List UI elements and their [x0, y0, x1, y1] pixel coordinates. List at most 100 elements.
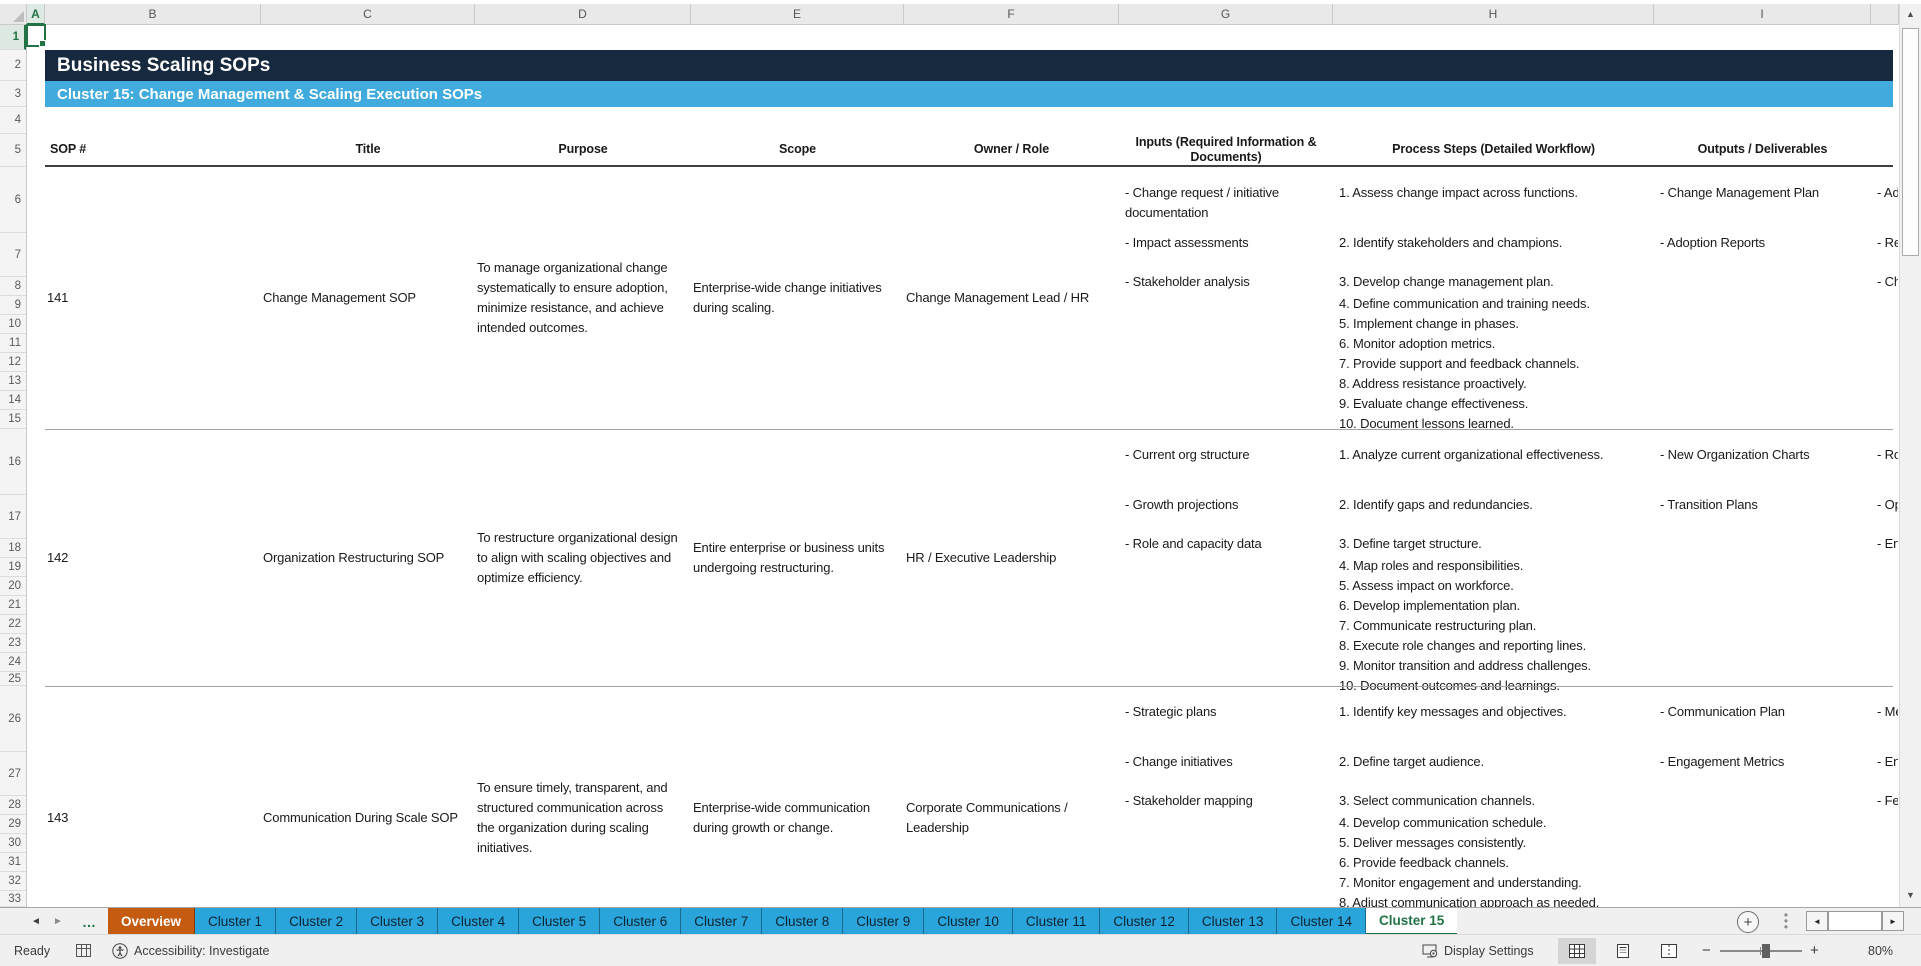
zoom-slider-track[interactable] — [1720, 950, 1802, 952]
column-header-c[interactable]: C — [261, 4, 475, 25]
tab-options-dots-icon[interactable]: • • • — [1783, 908, 1789, 934]
sheet-tab-cluster-4[interactable]: Cluster 4 — [438, 908, 520, 935]
table-header-cell[interactable]: Purpose — [558, 142, 608, 156]
cell-inputs-141-item[interactable]: - Change request / initiative documentat… — [1125, 185, 1279, 220]
sheet-tab-cluster-12[interactable]: Cluster 12 — [1100, 908, 1189, 935]
row-header-3[interactable]: 3 — [0, 81, 26, 107]
sheet-tab-cluster-13[interactable]: Cluster 13 — [1188, 908, 1278, 935]
cell-scope-143[interactable]: Enterprise-wide communication during gro… — [691, 686, 904, 907]
row-header-6[interactable]: 6 — [0, 167, 26, 233]
row-header-28[interactable]: 28 — [0, 796, 26, 815]
sheet-tab-cluster-5[interactable]: Cluster 5 — [519, 908, 601, 935]
select-all-corner[interactable] — [0, 4, 27, 25]
page-break-preview-button[interactable] — [1650, 938, 1688, 964]
cell-sop-142[interactable]: 142 — [45, 429, 261, 686]
cell-outputs-142-item[interactable]: - New Organization Charts — [1660, 447, 1810, 462]
cell-clipped-142-item[interactable]: - En — [1877, 536, 1898, 551]
row-header-2[interactable]: 2 — [0, 50, 26, 81]
column-header-d[interactable]: D — [475, 4, 691, 25]
cell-purpose-141[interactable]: To manage organizational change systemat… — [475, 167, 691, 429]
sheet-tab-cluster-14[interactable]: Cluster 14 — [1277, 908, 1366, 935]
row-header-29[interactable]: 29 — [0, 815, 26, 834]
more-tabs-button[interactable]: … — [82, 913, 96, 930]
cell-steps-143-item[interactable]: 8. Adjust communication approach as need… — [1339, 895, 1600, 907]
row-header-16[interactable]: 16 — [0, 429, 26, 495]
cell-outputs-141-item[interactable]: - Change Management Plan — [1660, 185, 1820, 200]
tab-scroll-right-icon[interactable]: ► — [53, 916, 63, 927]
row-header-18[interactable]: 18 — [0, 539, 26, 558]
cell-clipped-143-item[interactable]: - Fe — [1877, 793, 1898, 808]
sheet-tab-cluster-8[interactable]: Cluster 8 — [762, 908, 844, 935]
row-header-4[interactable]: 4 — [0, 107, 26, 134]
sheet-tab-cluster-10[interactable]: Cluster 10 — [924, 908, 1013, 935]
row-header-27[interactable]: 27 — [0, 752, 26, 796]
cell-inputs-141-item[interactable]: - Impact assessments — [1125, 235, 1249, 250]
cell-clipped-141-item[interactable]: - Ch — [1877, 274, 1898, 289]
cell-clipped-142-item[interactable]: - Ro — [1877, 447, 1898, 462]
zoom-level-button[interactable]: 80% — [1868, 935, 1893, 966]
row-header-5[interactable]: 5 — [0, 134, 26, 167]
cell-steps-141-item[interactable]: 8. Address resistance proactively. — [1339, 376, 1527, 391]
cell-sop-141[interactable]: 141 — [45, 167, 261, 429]
row-header-15[interactable]: 15 — [0, 410, 26, 429]
cell-steps-141-item[interactable]: 7. Provide support and feedback channels… — [1339, 356, 1580, 371]
hscroll-right-button[interactable]: ► — [1882, 911, 1904, 931]
cell-inputs-142-item[interactable]: - Current org structure — [1125, 447, 1250, 462]
table-header-cell[interactable]: Process Steps (Detailed Workflow) — [1392, 142, 1595, 156]
cell-owner-142[interactable]: HR / Executive Leadership — [904, 429, 1119, 686]
cell-steps-142-item[interactable]: 9. Monitor transition and address challe… — [1339, 658, 1591, 673]
cell-steps-141-item[interactable]: 6. Monitor adoption metrics. — [1339, 336, 1496, 351]
column-header-i[interactable]: I — [1654, 4, 1871, 25]
cell-purpose-143[interactable]: To ensure timely, transparent, and struc… — [475, 686, 691, 907]
cell-steps-141-item[interactable]: 1. Assess change impact across functions… — [1339, 185, 1578, 200]
cell-sop-143[interactable]: 143 — [45, 686, 261, 907]
row-header-7[interactable]: 7 — [0, 233, 26, 277]
cell-steps-142-item[interactable]: 3. Define target structure. — [1339, 536, 1482, 551]
table-header-cell[interactable]: Title — [355, 142, 381, 156]
cell-steps-142-item[interactable]: 1. Analyze current organizational effect… — [1339, 447, 1604, 462]
cell-inputs-143-item[interactable]: - Stakeholder mapping — [1125, 793, 1253, 808]
row-header-12[interactable]: 12 — [0, 353, 26, 372]
sheet-tab-cluster-3[interactable]: Cluster 3 — [357, 908, 439, 935]
cell-inputs-143-item[interactable]: - Strategic plans — [1125, 704, 1217, 719]
row-header-22[interactable]: 22 — [0, 615, 26, 634]
sheet-tab-cluster-1[interactable]: Cluster 1 — [195, 908, 277, 935]
cell-outputs-141-item[interactable]: - Adoption Reports — [1660, 235, 1765, 250]
cell-clipped-143-item[interactable]: - En — [1877, 754, 1898, 769]
cell-steps-143-item[interactable]: 2. Define target audience. — [1339, 754, 1484, 769]
zoom-slider-thumb[interactable] — [1762, 944, 1770, 958]
cell-steps-142-item[interactable]: 5. Assess impact on workforce. — [1339, 578, 1514, 593]
cell-clipped-141-item[interactable]: - Re — [1877, 235, 1898, 250]
row-header-19[interactable]: 19 — [0, 558, 26, 577]
scroll-down-icon[interactable]: ▼ — [1906, 890, 1915, 900]
sheet-tab-cluster-2[interactable]: Cluster 2 — [276, 908, 358, 935]
cell-title-141[interactable]: Change Management SOP — [261, 167, 475, 429]
cell-owner-143[interactable]: Corporate Communications / Leadership — [904, 686, 1119, 907]
macro-record-button[interactable] — [76, 935, 91, 966]
sheet-tab-overview[interactable]: Overview — [108, 908, 196, 935]
cell-inputs-142-item[interactable]: - Role and capacity data — [1125, 536, 1262, 551]
cell-steps-141-item[interactable]: 5. Implement change in phases. — [1339, 316, 1519, 331]
cell-steps-142-item[interactable]: 4. Map roles and responsibilities. — [1339, 558, 1524, 573]
row-header-30[interactable]: 30 — [0, 834, 26, 853]
column-header-partial[interactable] — [1871, 4, 1899, 25]
sheet-tab-cluster-6[interactable]: Cluster 6 — [600, 908, 682, 935]
hscroll-left-button[interactable]: ◄ — [1806, 911, 1828, 931]
cell-steps-142-item[interactable]: 8. Execute role changes and reporting li… — [1339, 638, 1587, 653]
cell-outputs-143-item[interactable]: - Communication Plan — [1660, 704, 1785, 719]
cell-purpose-142[interactable]: To restructure organizational design to … — [475, 429, 691, 686]
vertical-scrollbar-thumb[interactable] — [1902, 28, 1919, 256]
cell-scope-141[interactable]: Enterprise-wide change initiatives durin… — [691, 167, 904, 429]
row-header-8[interactable]: 8 — [0, 277, 26, 296]
column-header-b[interactable]: B — [45, 4, 261, 25]
cell-steps-141-item[interactable]: 4. Define communication and training nee… — [1339, 296, 1590, 311]
row-header-21[interactable]: 21 — [0, 596, 26, 615]
cell-owner-141[interactable]: Change Management Lead / HR — [904, 167, 1119, 429]
cell-outputs-143-item[interactable]: - Engagement Metrics — [1660, 754, 1785, 769]
cell-steps-141-item[interactable]: 3. Develop change management plan. — [1339, 274, 1554, 289]
zoom-out-button[interactable]: − — [1702, 935, 1711, 966]
row-header-1[interactable]: 1 — [0, 25, 26, 50]
column-header-g[interactable]: G — [1119, 4, 1333, 25]
zoom-in-button[interactable]: + — [1810, 935, 1819, 966]
cell-steps-142-item[interactable]: 10. Document outcomes and learnings. — [1339, 678, 1560, 693]
